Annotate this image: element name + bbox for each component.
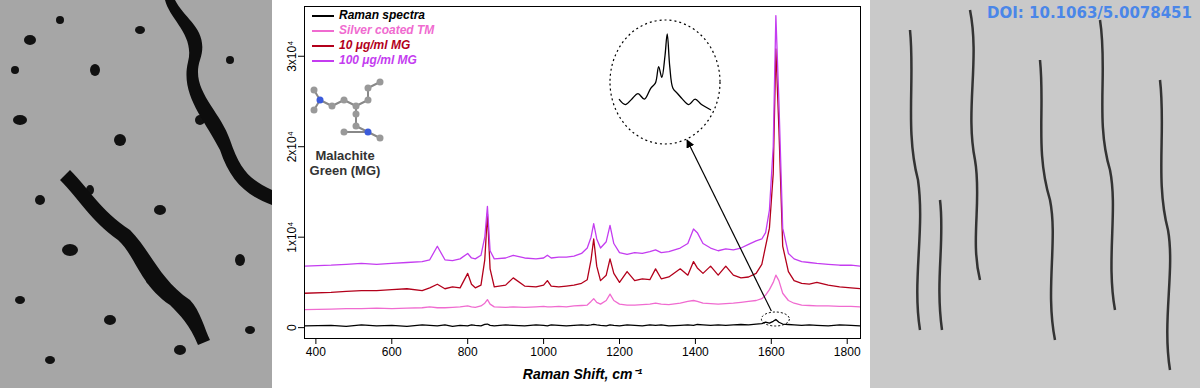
html-text:DOI: 10.1063/5.0078451: DOI: 10.1063/5.0078451 bbox=[987, 4, 1192, 22]
svg-text:1400: 1400 bbox=[682, 345, 709, 359]
html-text:10 μg/ml MG: 10 μg/ml MG bbox=[339, 38, 411, 52]
svg-text:Raman Shift, cm⁻¹: Raman Shift, cm⁻¹ bbox=[523, 366, 643, 382]
html-text:Malachite Green (MG): Malachite Green (MG) bbox=[309, 148, 381, 178]
svg-text:1x10⁴: 1x10⁴ bbox=[285, 222, 299, 253]
html-text:Silver coated TM: Silver coated TM bbox=[339, 23, 435, 37]
svg-text:800: 800 bbox=[458, 345, 478, 359]
html-text:Raman spectra: Raman spectra bbox=[339, 8, 425, 22]
svg-text:1600: 1600 bbox=[758, 345, 785, 359]
svg-text:1000: 1000 bbox=[530, 345, 557, 359]
svg-text:1800: 1800 bbox=[834, 345, 861, 359]
svg-text:2x10⁴: 2x10⁴ bbox=[285, 131, 299, 162]
html-text:100 μg/ml MG: 100 μg/ml MG bbox=[339, 53, 417, 67]
svg-text:0: 0 bbox=[285, 324, 299, 331]
svg-text:400: 400 bbox=[306, 345, 326, 359]
svg-text:3x10⁴: 3x10⁴ bbox=[285, 41, 299, 72]
svg-text:1200: 1200 bbox=[606, 345, 633, 359]
svg-text:600: 600 bbox=[382, 345, 402, 359]
